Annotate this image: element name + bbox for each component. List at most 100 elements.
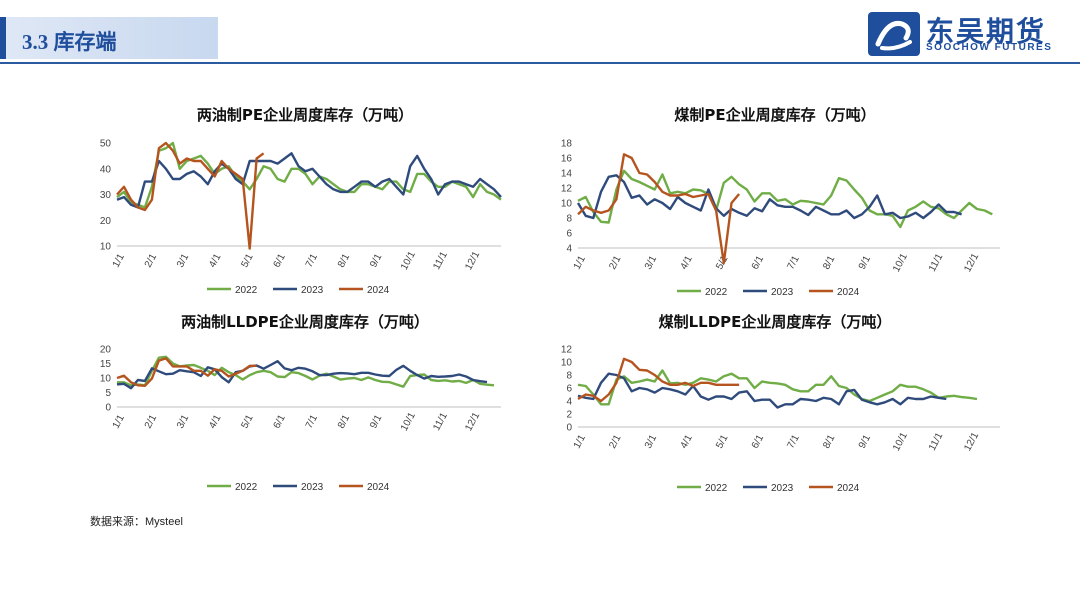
- y-tick-label: 40: [100, 164, 112, 175]
- x-tick-label: 6/1: [750, 254, 766, 272]
- company-logo: 东吴期货 SOOCHOW FUTURES: [866, 10, 1066, 56]
- y-tick-label: 4: [566, 397, 572, 408]
- x-tick-label: 9/1: [368, 413, 384, 431]
- y-tick-label: 12: [561, 345, 573, 356]
- chart-title: 两油制LLDPE企业周度库存（万吨）: [181, 313, 429, 331]
- y-tick-label: 10: [561, 199, 573, 210]
- x-tick-label: 2/1: [143, 413, 159, 431]
- legend-label: 2022: [235, 285, 258, 296]
- section-title-box: 3.3 库存端: [0, 17, 218, 59]
- y-tick-label: 50: [100, 139, 112, 150]
- x-tick-label: 12/1: [962, 430, 981, 453]
- y-tick-label: 10: [100, 374, 112, 385]
- series-line-2023: [116, 360, 488, 390]
- x-tick-label: 7/1: [304, 252, 320, 270]
- legend-label: 2023: [771, 483, 794, 494]
- series-line-2022: [577, 169, 993, 229]
- x-tick-label: 2/1: [143, 252, 159, 270]
- chart-title: 煤制LLDPE企业周度库存（万吨）: [659, 313, 892, 331]
- x-tick-label: 3/1: [175, 413, 191, 431]
- series-line-2023: [116, 152, 502, 209]
- y-tick-label: 14: [561, 169, 573, 180]
- x-tick-label: 11/1: [431, 250, 450, 272]
- logo-text-en: SOOCHOW FUTURES: [926, 42, 1053, 53]
- x-tick-label: 1/1: [572, 254, 588, 272]
- x-tick-label: 3/1: [643, 254, 659, 272]
- chart-title: 两油制PE企业周度库存（万吨）: [197, 106, 413, 124]
- y-tick-label: 20: [100, 345, 112, 356]
- x-tick-label: 5/1: [714, 433, 730, 451]
- data-source-note: 数据来源：Mysteel: [90, 516, 183, 528]
- x-tick-label: 11/1: [927, 252, 946, 274]
- series-line-2023: [576, 174, 962, 220]
- y-tick-label: 0: [566, 423, 572, 434]
- logo-text-cn: 东吴期货: [926, 15, 1047, 48]
- x-tick-label: 8/1: [336, 413, 352, 431]
- y-tick-label: 12: [561, 184, 573, 195]
- series-line-2022: [577, 369, 978, 406]
- x-tick-label: 7/1: [785, 433, 801, 451]
- chart-lldpe-coal: 煤制LLDPE企业周度库存（万吨） 0 2 4 6 8 10 12 1/1 2/1 3/1 4/1 5/…: [535, 310, 1015, 500]
- x-tick-label: 5/1: [239, 413, 255, 431]
- y-tick-label: 2: [566, 410, 572, 421]
- y-tick-label: 5: [105, 388, 111, 399]
- x-tick-label: 8/1: [821, 433, 837, 451]
- x-tick-label: 12/1: [962, 251, 981, 274]
- series-line-2022: [117, 355, 495, 388]
- x-tick-label: 4/1: [679, 254, 695, 272]
- x-tick-label: 9/1: [857, 254, 873, 272]
- x-tick-label: 8/1: [821, 254, 837, 272]
- legend-label: 2023: [301, 482, 324, 493]
- series-line-2024: [116, 357, 257, 388]
- y-tick-label: 20: [100, 216, 112, 227]
- x-tick-label: 12/1: [463, 249, 482, 272]
- series-line-2024: [116, 141, 265, 250]
- x-tick-label: 6/1: [750, 433, 766, 451]
- legend-label: 2024: [837, 287, 860, 298]
- legend-label: 2024: [367, 285, 390, 296]
- x-tick-label: 3/1: [643, 433, 659, 451]
- x-tick-label: 12/1: [463, 410, 482, 433]
- y-tick-label: 15: [100, 359, 112, 370]
- legend-label: 2022: [235, 482, 258, 493]
- x-tick-label: 8/1: [336, 252, 352, 270]
- title-accent-bar: [0, 17, 6, 59]
- series-line-2024: [577, 153, 741, 265]
- series-line-2024: [577, 357, 740, 403]
- x-tick-label: 11/1: [431, 411, 450, 433]
- section-title: 3.3 库存端: [22, 30, 117, 54]
- x-tick-label: 2/1: [607, 254, 623, 272]
- y-tick-label: 10: [100, 242, 112, 253]
- y-tick-label: 8: [566, 371, 572, 382]
- x-tick-label: 1/1: [111, 413, 127, 431]
- legend-label: 2024: [367, 482, 390, 493]
- x-tick-label: 7/1: [304, 413, 320, 431]
- chart-lldpe-two-oil: 两油制LLDPE企业周度库存（万吨） 0 5 10 15 20 1/1 2/1 3/1 4/1 5/…: [85, 310, 525, 500]
- y-tick-label: 16: [561, 154, 573, 165]
- series-line-2022: [116, 141, 502, 209]
- x-tick-label: 3/1: [175, 252, 191, 270]
- y-tick-label: 6: [566, 384, 572, 395]
- legend-label: 2024: [837, 483, 860, 494]
- x-tick-label: 4/1: [679, 433, 695, 451]
- y-tick-label: 0: [105, 403, 111, 414]
- y-tick-label: 8: [566, 214, 572, 225]
- x-tick-label: 6/1: [272, 252, 288, 270]
- y-tick-label: 4: [566, 244, 572, 255]
- y-tick-label: 18: [561, 139, 573, 150]
- legend-label: 2022: [705, 483, 728, 494]
- chart-pe-coal: 煤制PE企业周度库存（万吨） 4 6 8 10 12 14 16 18 1/1 2/1 3/1 4/1 5…: [535, 100, 1015, 308]
- y-tick-label: 30: [100, 190, 112, 201]
- x-tick-label: 9/1: [857, 433, 873, 451]
- x-tick-label: 7/1: [785, 254, 801, 272]
- chart-title: 煤制PE企业周度库存（万吨）: [674, 106, 875, 124]
- logo-mark-icon: [868, 12, 920, 56]
- x-tick-label: 2/1: [607, 433, 623, 451]
- legend-label: 2022: [705, 287, 728, 298]
- legend-label: 2023: [301, 285, 324, 296]
- header-bar: 3.3 库存端 东吴期货 SOOCHOW FUTURES: [0, 0, 1080, 72]
- x-tick-label: 1/1: [572, 433, 588, 451]
- x-tick-label: 10/1: [399, 249, 418, 272]
- y-tick-label: 6: [566, 229, 572, 240]
- x-tick-label: 11/1: [927, 431, 946, 453]
